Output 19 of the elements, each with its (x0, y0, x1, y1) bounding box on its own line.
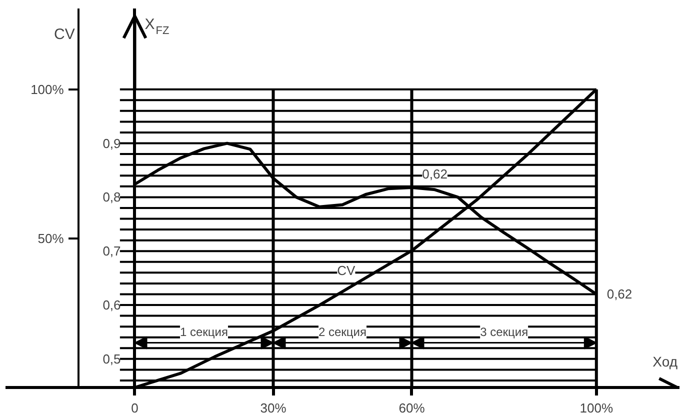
annotation: 2 секция (318, 324, 367, 339)
annotation: CV (337, 263, 356, 278)
y-tick-label: 0,8 (102, 190, 121, 205)
x-tick-label: 30% (260, 400, 287, 416)
y-tick-label: 0,5 (102, 351, 121, 366)
x-axis-title: Ход (652, 354, 678, 370)
y2-axis-title: CV (54, 26, 75, 44)
x-tick-label: 0 (131, 400, 138, 416)
x-tick-label: 60% (398, 400, 426, 416)
x-tick-label: 100% (580, 400, 614, 416)
annotation: 3 секция (480, 324, 528, 339)
annotation: 0,62 (422, 166, 448, 182)
y-tick-label: 0,7 (102, 244, 121, 259)
y-tick-label: 0,9 (102, 136, 121, 151)
annotation: 1 секция (180, 324, 228, 339)
y-tick-label: 0,6 (102, 298, 121, 313)
y2-tick-label: 100% (30, 82, 64, 97)
annotation: 0,62 (606, 286, 632, 302)
y2-tick-label: 50% (38, 230, 64, 246)
